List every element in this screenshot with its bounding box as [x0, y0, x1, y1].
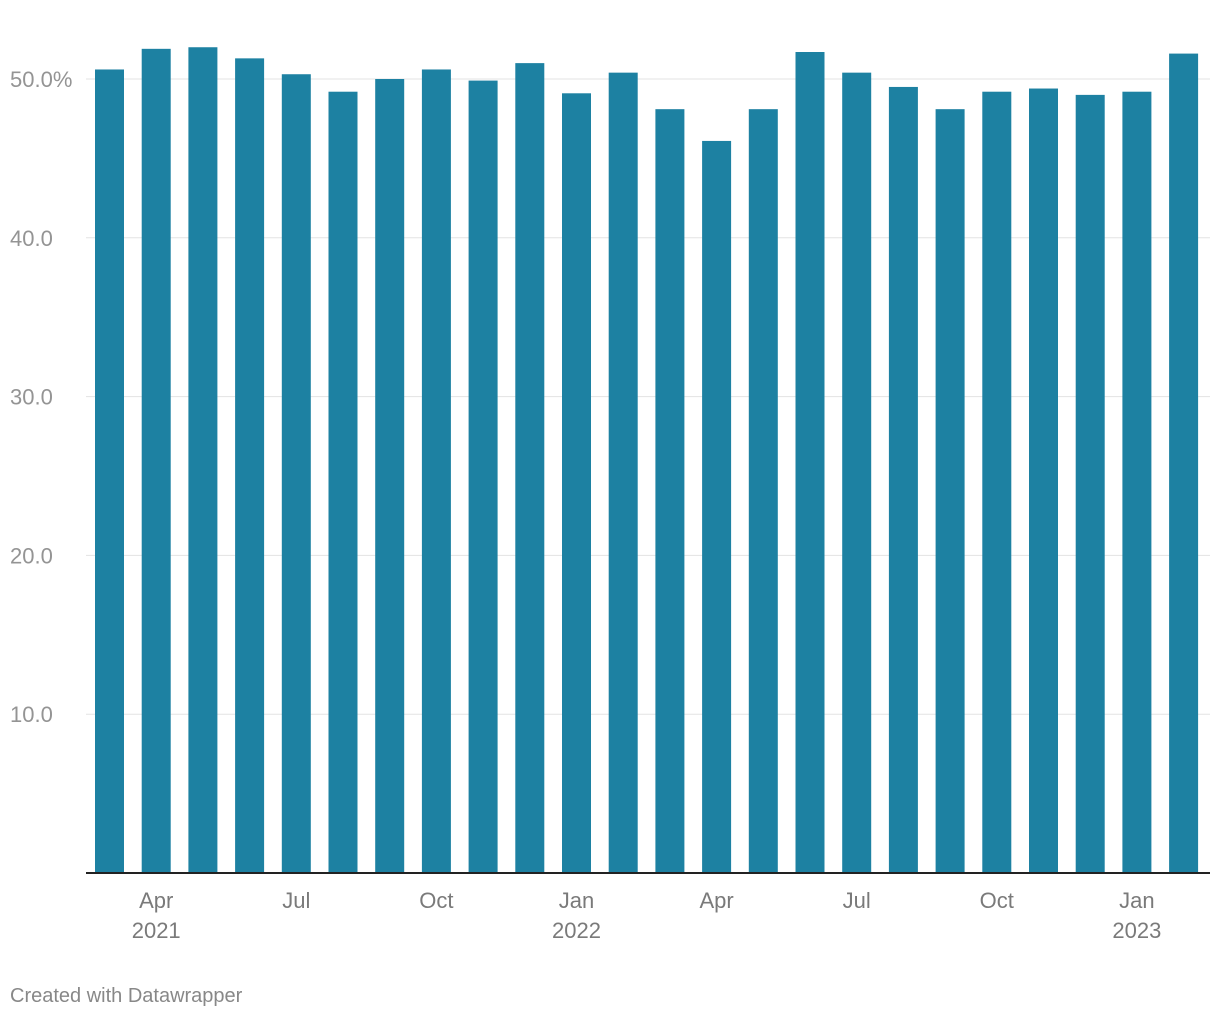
x-axis-labels: Apr 2021 Jul Oct Jan 2022 Apr Jul Oct Jan 2023 — [132, 888, 1162, 943]
x-tick-label: Oct — [980, 888, 1014, 913]
bar-2021-03 — [95, 69, 124, 874]
bar-2021-11 — [468, 80, 498, 873]
y-tick-label: 30.0 — [10, 385, 53, 410]
x-tick-label: Jan — [1119, 888, 1154, 913]
bar-2021-12 — [515, 63, 545, 874]
bar-2021-10 — [421, 69, 451, 874]
x-tick-label: Jan — [559, 888, 594, 913]
bar-2022-11 — [1029, 88, 1058, 873]
bar-2022-09 — [935, 109, 965, 873]
y-tick-label: 50.0% — [10, 67, 72, 92]
x-tick-label: Jul — [843, 888, 871, 913]
bar-2022-12 — [1075, 94, 1105, 873]
y-tick-label: 20.0 — [10, 543, 53, 568]
bar-2022-01 — [562, 93, 591, 874]
bar-2022-07 — [842, 72, 872, 873]
x-tick-label: Apr — [699, 888, 733, 913]
bar-2021-04 — [141, 48, 171, 873]
bar-2022-02 — [608, 72, 638, 873]
x-tick-label: Jul — [282, 888, 310, 913]
bar-2021-07 — [281, 74, 311, 873]
bar-2023-02 — [1169, 53, 1199, 874]
bar-2021-05 — [188, 47, 218, 874]
bar-2023-01 — [1122, 91, 1152, 874]
y-tick-label: 40.0 — [10, 226, 53, 251]
bar-2022-08 — [888, 86, 918, 873]
y-axis-labels: 10.0 20.0 30.0 40.0 50.0% — [10, 67, 72, 727]
bar-2021-09 — [375, 79, 405, 873]
x-tick-year-label: 2022 — [552, 918, 601, 943]
x-tick-label: Apr — [139, 888, 173, 913]
bar-2022-10 — [982, 91, 1012, 874]
x-tick-year-label: 2021 — [132, 918, 181, 943]
bar-2021-06 — [235, 58, 265, 873]
bar-2022-06 — [795, 52, 825, 873]
gridlines — [86, 78, 1210, 715]
bar-2022-03 — [655, 109, 685, 873]
footer-credit: Created with Datawrapper — [10, 985, 243, 1007]
bar-2021-08 — [328, 91, 358, 874]
x-tick-year-label: 2023 — [1112, 918, 1161, 943]
bar-2022-04 — [702, 140, 732, 873]
x-tick-label: Oct — [419, 888, 453, 913]
y-tick-label: 10.0 — [10, 702, 53, 727]
bars — [95, 47, 1199, 874]
bar-2022-05 — [748, 109, 778, 873]
